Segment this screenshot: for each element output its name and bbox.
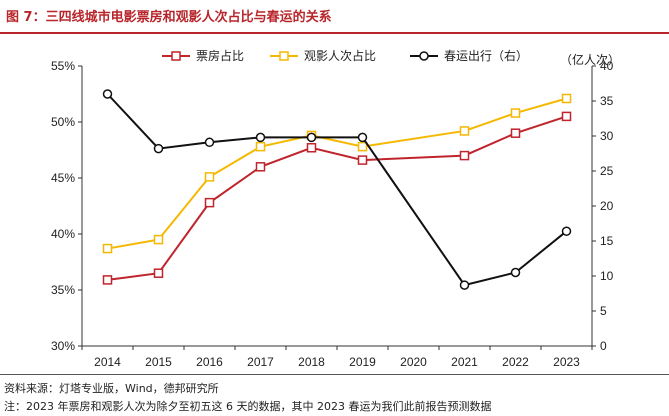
- legend-label: 春运出行（右）: [444, 48, 528, 63]
- figure-title: 图 7：三四线城市电影票房和观影人次占比与春运的关系: [6, 10, 332, 25]
- data-point: [153, 234, 164, 245]
- right-tick-label: 35: [600, 94, 614, 108]
- data-point: [153, 143, 164, 154]
- left-tick-label: 30%: [51, 339, 75, 353]
- x-tick-label: 2021: [451, 355, 478, 369]
- right-axis-unit: （亿人次）: [560, 52, 620, 67]
- footer-divider: [0, 374, 669, 375]
- title-divider: [0, 32, 669, 34]
- legend-item: 票房占比: [162, 48, 244, 63]
- series-3: [102, 89, 572, 290]
- data-point: [204, 172, 215, 182]
- left-tick-label: 55%: [51, 59, 75, 73]
- right-tick-label: 15: [600, 234, 614, 248]
- legend-item: 观影人次占比: [270, 48, 376, 63]
- series-line: [106, 93, 568, 287]
- data-point: [204, 197, 215, 208]
- x-tick-label: 2016: [196, 355, 223, 369]
- legend-marker: [171, 51, 181, 61]
- x-tick-label: 2017: [247, 355, 274, 369]
- right-tick-label: 40: [600, 59, 614, 73]
- series-2: [102, 93, 572, 254]
- data-point: [255, 162, 266, 172]
- series-layer: [102, 89, 572, 290]
- left-tick-label: 40%: [51, 227, 75, 241]
- data-point: [306, 143, 317, 153]
- data-point: [102, 275, 113, 285]
- series-1: [102, 111, 572, 285]
- data-point: [510, 128, 521, 138]
- data-point: [255, 141, 266, 152]
- data-point: [357, 132, 368, 143]
- data-point: [255, 132, 266, 143]
- x-tick-label: 2023: [553, 355, 580, 369]
- right-tick-label: 10: [600, 269, 614, 283]
- legend-marker: [279, 51, 289, 61]
- left-tick-label: 50%: [51, 115, 75, 129]
- data-point: [459, 150, 470, 161]
- right-tick-label: 25: [600, 164, 614, 178]
- legend-item: 春运出行（右）: [410, 48, 528, 63]
- right-tick-label: 20: [600, 199, 614, 213]
- data-point: [153, 268, 164, 278]
- footnote: 注：2023 年票房和观影人次为除夕至初五这 6 天的数据，其中 2023 春运…: [4, 400, 492, 413]
- data-point: [561, 226, 572, 236]
- x-tick-label: 2020: [400, 355, 427, 369]
- x-tick-label: 2014: [94, 355, 121, 369]
- data-point: [561, 93, 572, 104]
- left-tick-label: 35%: [51, 283, 75, 297]
- data-point: [510, 108, 521, 118]
- right-tick-label: 0: [600, 339, 607, 353]
- x-tick-label: 2015: [145, 355, 172, 369]
- data-point: [357, 155, 368, 165]
- x-tick-label: 2019: [349, 355, 376, 369]
- data-point: [561, 111, 572, 122]
- data-point: [306, 132, 317, 143]
- legend-label: 票房占比: [196, 48, 244, 63]
- axes: 30% 35% 40% 45% 50% 55% 0 5 10 15 20 25 30 35 40 2014 20…: [51, 59, 614, 369]
- line-chart: 票房占比 观影人次占比 春运出行（右） （亿人次） 30% 35% 40% 45% 50% 5…: [51, 48, 620, 369]
- legend: 票房占比 观影人次占比 春运出行（右）: [162, 48, 528, 63]
- data-point: [102, 243, 113, 254]
- series-line: [107, 97, 567, 250]
- legend-marker: [419, 51, 429, 61]
- data-point: [510, 267, 521, 278]
- x-tick-label: 2018: [298, 355, 325, 369]
- right-tick-label: 5: [600, 304, 607, 318]
- data-point: [102, 89, 113, 99]
- x-tick-label: 2022: [502, 355, 529, 369]
- data-point: [357, 141, 368, 152]
- data-point: [204, 137, 215, 148]
- data-point: [459, 280, 470, 290]
- legend-label: 观影人次占比: [304, 48, 376, 63]
- left-tick-label: 45%: [51, 171, 75, 185]
- data-point: [459, 126, 470, 136]
- source-note: 资料来源：灯塔专业版，Wind，德邦研究所: [4, 382, 219, 395]
- right-tick-label: 30: [600, 129, 614, 143]
